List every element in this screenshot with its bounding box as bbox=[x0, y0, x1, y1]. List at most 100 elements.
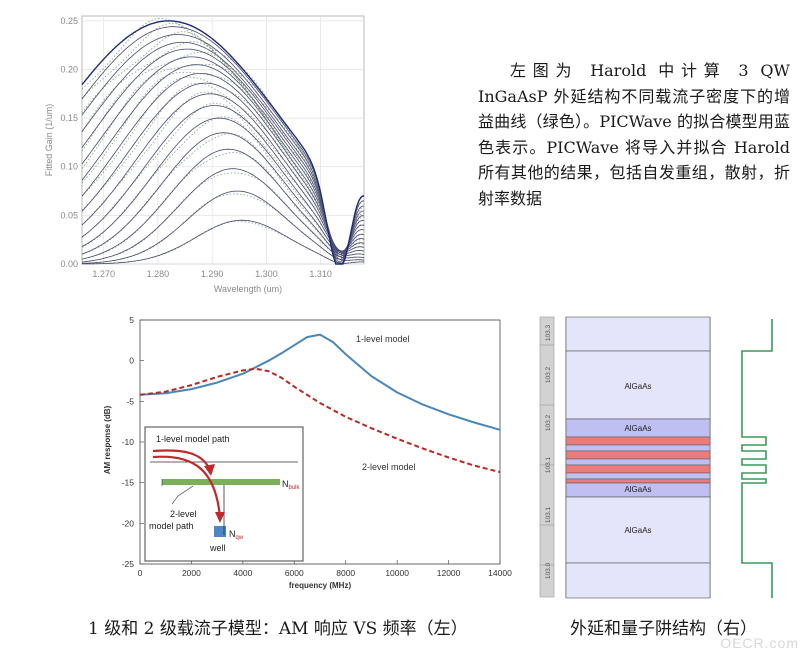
gain-fit-curve bbox=[81, 132, 365, 255]
axis-tick-label: 103.3 bbox=[545, 324, 552, 341]
label-1level: 1-level model bbox=[356, 334, 410, 344]
inset-2level-path-2: model path bbox=[149, 521, 194, 531]
axis-ticks bbox=[540, 344, 554, 566]
gain-fit-curve bbox=[81, 148, 365, 260]
well-label: well bbox=[209, 543, 226, 553]
watermark: OECR.com bbox=[720, 635, 799, 651]
am-x-tick-label: 2000 bbox=[182, 568, 201, 578]
qw-layer bbox=[565, 450, 711, 460]
am-x-tick-label: 10000 bbox=[385, 568, 409, 578]
gain-x-ticks: 1.270 1.280 1.290 1.300 1.310 bbox=[92, 269, 331, 279]
inset-2level-path-1: 2-level bbox=[170, 509, 197, 519]
axis-bar bbox=[539, 316, 555, 598]
label-2level: 2-level model bbox=[362, 462, 416, 472]
am-series-2level bbox=[139, 367, 501, 474]
layer-algaas-lower bbox=[565, 496, 711, 564]
am-y-label: AM response (dB) bbox=[103, 405, 112, 474]
gain-x-tick-label: 1.280 bbox=[147, 269, 170, 279]
am-y-tick-label: 5 bbox=[129, 315, 134, 325]
am-series-1level bbox=[139, 333, 501, 431]
layer-algaas-upper bbox=[565, 350, 711, 420]
gain-harold-curve bbox=[81, 76, 365, 253]
am-response-chart: 5 0 -5 -10 -15 -20 -25 0 2000 4000 6000 8000 10000 1… bbox=[103, 315, 512, 590]
gain-fit-curve bbox=[81, 48, 365, 258]
layer-cladding-top bbox=[565, 316, 711, 352]
inset-1level-path: 1-level model path bbox=[156, 434, 230, 444]
nbulk-label: Nbulk bbox=[282, 479, 301, 491]
nqw-label: Nqw bbox=[229, 529, 244, 541]
gain-harold-curve bbox=[81, 193, 365, 264]
am-y-tick-label: -15 bbox=[122, 478, 135, 488]
am-x-ticks: 0 2000 4000 6000 8000 10000 12000 14000 bbox=[138, 560, 512, 578]
layer-label-algaas: AlGaAs bbox=[624, 424, 651, 433]
am-x-tick-label: 6000 bbox=[285, 568, 304, 578]
gain-y-tick-label: 0.05 bbox=[60, 210, 78, 220]
gain-harold-curve bbox=[81, 116, 365, 253]
am-x-tick-label: 12000 bbox=[437, 568, 461, 578]
leader-lines bbox=[171, 485, 194, 505]
gain-fit-curve bbox=[81, 117, 365, 253]
am-x-label: frequency (MHz) bbox=[289, 581, 352, 590]
layer-label-algaas: AlGaAs bbox=[624, 485, 651, 494]
qw-well bbox=[214, 526, 226, 537]
gain-x-tick-label: 1.300 bbox=[255, 269, 278, 279]
gain-x-tick-label: 1.310 bbox=[309, 269, 332, 279]
path-1level-arrowhead bbox=[204, 464, 215, 476]
gain-harold-curve bbox=[81, 51, 365, 258]
gain-harold-curve bbox=[81, 102, 365, 253]
gain-fit-curve bbox=[81, 20, 365, 265]
gain-y-tick-label: 0.00 bbox=[60, 259, 78, 269]
gain-harold-curve bbox=[81, 152, 365, 260]
gain-x-tick-label: 1.290 bbox=[201, 269, 224, 279]
gain-fit-curve bbox=[81, 190, 365, 264]
gain-fit-curve bbox=[81, 64, 365, 254]
gain-harold-curve bbox=[81, 22, 365, 265]
gain-y-tick-label: 0.20 bbox=[60, 64, 78, 74]
barrier-layer bbox=[565, 458, 711, 466]
gain-fit-curve bbox=[82, 219, 365, 265]
am-x-tick-label: 8000 bbox=[336, 568, 355, 578]
caption-left: 1 级和 2 级载流子模型：AM 响应 VS 频率（左） bbox=[88, 619, 468, 639]
am-y-tick-label: -10 bbox=[122, 437, 135, 447]
barrier-layer bbox=[565, 472, 711, 480]
gain-fit-curve bbox=[81, 56, 365, 256]
description-text: 左图为 Harold 中计算 3 QW InGaAsP 外延结构不同载流子密度下… bbox=[478, 61, 790, 208]
axis-tick-label: 103.2 bbox=[545, 414, 552, 431]
gain-fit-curve bbox=[81, 168, 365, 263]
gain-fit-curve bbox=[81, 105, 365, 252]
path-2level-arrow bbox=[152, 455, 222, 519]
layer-substrate bbox=[565, 562, 711, 599]
gain-fit-curve bbox=[81, 82, 365, 252]
am-y-tick-label: -20 bbox=[122, 518, 135, 528]
caption-right: 外延和量子阱结构（右） bbox=[570, 619, 757, 639]
gain-harold-curve bbox=[81, 71, 365, 254]
gain-harold-curve bbox=[81, 31, 365, 263]
gain-chart: 0.00 0.05 0.10 0.15 0.20 0.25 1.270 1.280 1.290… bbox=[44, 15, 365, 294]
am-curves bbox=[139, 333, 501, 474]
am-y-tick-label: -25 bbox=[122, 559, 135, 569]
am-x-tick-label: 4000 bbox=[233, 568, 252, 578]
qw-layer bbox=[565, 436, 711, 446]
gain-y-ticks: 0.00 0.05 0.10 0.15 0.20 0.25 bbox=[60, 16, 78, 269]
gain-y-label: Fitted Gain (1/um) bbox=[44, 104, 54, 177]
layer-label-algaas: AlGaAs bbox=[624, 382, 651, 391]
path-2level-arrowhead bbox=[215, 512, 225, 523]
band-profile bbox=[741, 319, 773, 598]
axis-tick-label: 103.2 bbox=[545, 366, 552, 383]
barrier-layer bbox=[565, 444, 711, 452]
gain-fit-curve bbox=[81, 93, 365, 252]
gain-y-tick-label: 0.15 bbox=[60, 113, 78, 123]
gain-harold-curve bbox=[81, 18, 365, 265]
qw-layer bbox=[565, 464, 711, 474]
bulk-layer bbox=[162, 479, 280, 485]
layer-label-algaas: AlGaAs bbox=[624, 526, 651, 535]
gain-y-tick-label: 0.10 bbox=[60, 162, 78, 172]
qw-layer bbox=[565, 478, 711, 484]
gain-x-tick-label: 1.270 bbox=[92, 269, 115, 279]
am-y-tick-label: 0 bbox=[129, 356, 134, 366]
axis-tick-label: 103.1 bbox=[545, 456, 552, 473]
am-x-tick-label: 14000 bbox=[488, 568, 512, 578]
axis-tick-label: 103.1 bbox=[545, 506, 552, 523]
gain-curves bbox=[81, 18, 365, 265]
epi-structure: 103.3 103.2 103.2 103.1 103.1 103.0 AlGa… bbox=[539, 316, 773, 599]
